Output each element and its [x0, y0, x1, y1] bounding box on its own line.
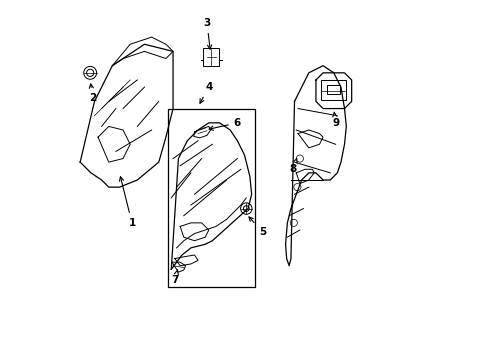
Text: 4: 4	[200, 82, 212, 103]
Text: 5: 5	[248, 217, 265, 237]
Text: 9: 9	[331, 112, 339, 128]
Bar	[203, 48, 219, 66]
Text: 2: 2	[89, 84, 96, 103]
Text: 3: 3	[203, 18, 211, 49]
Text: 1: 1	[119, 177, 135, 228]
Bar	[326, 85, 340, 94]
Text: 6: 6	[209, 118, 241, 130]
Text: 7: 7	[171, 270, 178, 285]
Bar	[321, 80, 346, 100]
Bar	[167, 109, 255, 287]
Text: 8: 8	[288, 158, 297, 174]
